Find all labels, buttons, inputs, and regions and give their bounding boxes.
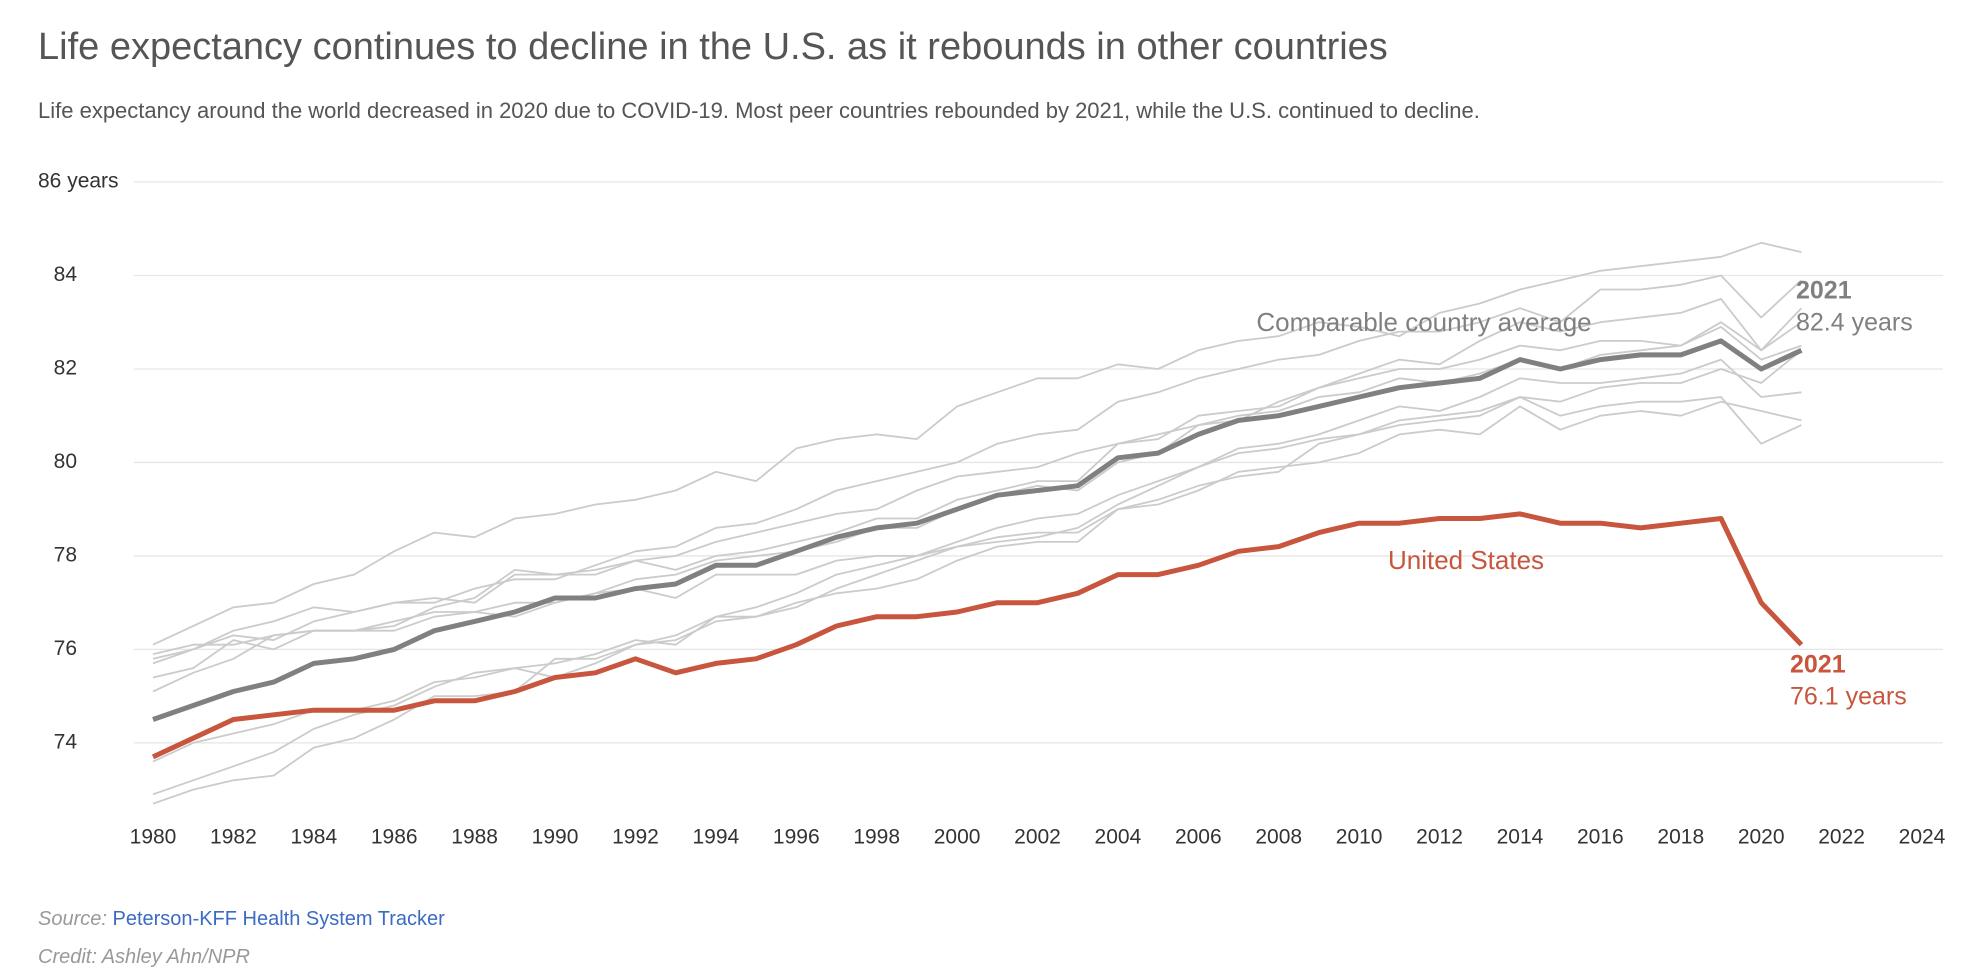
end-annotation: 76.1 years (1790, 683, 1907, 711)
x-tick-label: 2012 (1416, 826, 1463, 849)
y-tick-label: 78 (54, 543, 77, 566)
y-tick-label: 84 (54, 263, 78, 286)
x-tick-label: 2024 (1899, 826, 1946, 849)
peer-line (152, 298, 1803, 679)
x-tick-label: 2006 (1175, 826, 1222, 849)
x-tick-label: 1980 (130, 826, 177, 849)
peer-line (152, 358, 1802, 655)
end-annotation: 82.4 years (1796, 309, 1913, 337)
x-tick-label: 2014 (1497, 826, 1544, 849)
x-tick-label: 1992 (612, 826, 659, 849)
peer-line (152, 396, 1802, 763)
x-tick-label: 1994 (693, 826, 740, 849)
series-line (152, 338, 1803, 722)
y-tick-label: 74 (54, 730, 78, 753)
chart-subtitle: Life expectancy around the world decreas… (38, 98, 1480, 123)
x-tick-label: 2016 (1577, 826, 1624, 849)
x-tick-label: 2010 (1336, 826, 1383, 849)
y-tick-label: 80 (54, 450, 77, 473)
credit: Credit: Ashley Ahn/NPR (38, 946, 250, 968)
x-tick-label: 1998 (853, 826, 900, 849)
end-annotation: 2021 (1790, 651, 1846, 679)
x-tick-label: 2002 (1014, 826, 1061, 849)
chart: 74 76 78 80 82 84 86 years 1980 1982 1984 1986 1988… (38, 170, 1946, 849)
y-tick-label: 86 years (38, 170, 119, 193)
x-tick-label: 2000 (934, 826, 981, 849)
x-tick-label: 2018 (1657, 826, 1704, 849)
x-tick-label: 2022 (1818, 826, 1865, 849)
peer-line (152, 274, 1803, 665)
x-tick-label: 2020 (1738, 826, 1785, 849)
y-tick-label: 82 (54, 357, 77, 380)
footer: Source: Peterson-KFF Health System Track… (38, 900, 445, 976)
series-label: Comparable country average (1256, 307, 1591, 337)
x-tick-label: 1990 (532, 826, 579, 849)
x-tick-label: 2004 (1095, 826, 1142, 849)
x-tick-label: 1982 (210, 826, 257, 849)
y-tick-label: 76 (54, 637, 77, 660)
chart-title: Life expectancy continues to decline in … (38, 26, 1388, 68)
x-tick-label: 1984 (290, 826, 337, 849)
x-tick-label: 1986 (371, 826, 418, 849)
series-line (151, 511, 1804, 760)
series-label: United States (1388, 545, 1544, 575)
x-tick-label: 1996 (773, 826, 820, 849)
x-tick-label: 1988 (451, 826, 498, 849)
peer-line (152, 241, 1802, 646)
source-label: Source: (38, 908, 107, 930)
x-tick-label: 2008 (1255, 826, 1302, 849)
peer-line (152, 349, 1802, 805)
source-link[interactable]: Peterson-KFF Health System Tracker (112, 908, 445, 930)
source-line: Source: Peterson-KFF Health System Track… (38, 900, 445, 938)
end-annotation: 2021 (1796, 277, 1852, 305)
peer-line (152, 400, 1802, 796)
peer-line (152, 326, 1802, 693)
